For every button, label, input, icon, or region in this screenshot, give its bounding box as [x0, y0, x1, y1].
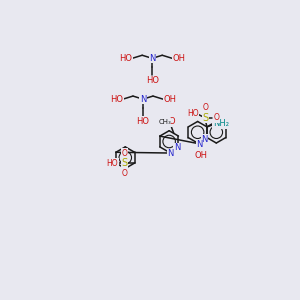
Text: HO: HO	[119, 54, 133, 63]
Text: OH: OH	[195, 151, 208, 160]
Text: O: O	[122, 169, 128, 178]
Text: OH: OH	[164, 94, 176, 103]
Text: N: N	[202, 135, 208, 144]
Text: OH: OH	[173, 54, 186, 63]
Text: O: O	[122, 148, 128, 158]
Text: N: N	[140, 94, 146, 103]
Text: O: O	[213, 113, 219, 122]
Text: NH₂: NH₂	[213, 119, 229, 128]
Text: HO: HO	[106, 158, 118, 167]
Text: O: O	[202, 103, 208, 112]
Text: HO: HO	[146, 76, 159, 85]
Text: N: N	[174, 143, 180, 152]
Text: S: S	[122, 158, 128, 168]
Text: HO: HO	[187, 109, 199, 118]
Text: CH₃: CH₃	[158, 119, 171, 125]
Text: HO: HO	[136, 117, 149, 126]
Text: N: N	[168, 149, 174, 158]
Text: S: S	[202, 112, 208, 123]
Text: N: N	[149, 54, 155, 63]
Text: O: O	[168, 117, 175, 126]
Text: HO: HO	[110, 94, 123, 103]
Text: N: N	[196, 140, 203, 149]
